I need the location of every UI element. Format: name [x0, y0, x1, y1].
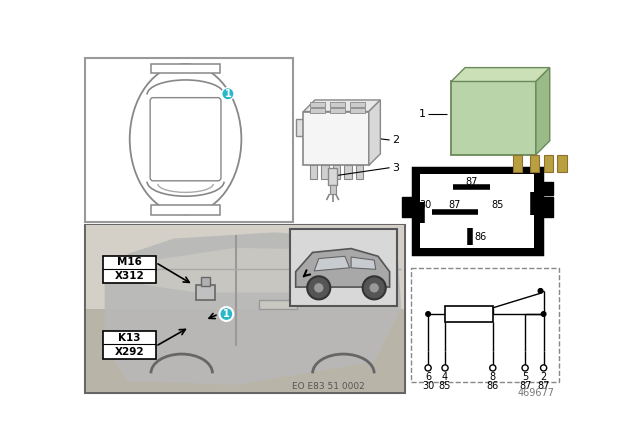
Bar [321, 165, 329, 179]
Polygon shape [536, 68, 550, 155]
Circle shape [490, 365, 496, 371]
Circle shape [314, 282, 324, 293]
Circle shape [442, 365, 448, 371]
Text: 8: 8 [490, 372, 496, 382]
Polygon shape [351, 257, 376, 269]
Bar [356, 165, 364, 179]
Bar [86, 58, 293, 222]
Bar [349, 108, 365, 113]
Bar [310, 165, 317, 179]
Polygon shape [303, 100, 380, 112]
Circle shape [363, 276, 386, 299]
Bar [328, 168, 337, 185]
Bar [330, 185, 336, 194]
Polygon shape [296, 249, 390, 287]
Bar [196, 285, 215, 300]
Circle shape [307, 276, 330, 299]
Text: 86: 86 [474, 232, 486, 242]
Bar [451, 82, 536, 155]
Bar [369, 119, 378, 136]
Polygon shape [369, 100, 380, 165]
Circle shape [522, 365, 528, 371]
Bar [330, 102, 345, 107]
Circle shape [221, 88, 234, 100]
Text: K13: K13 [118, 333, 141, 343]
Bar [303, 112, 369, 165]
Bar [201, 277, 210, 286]
Bar [86, 225, 405, 392]
Text: X292: X292 [115, 347, 144, 357]
Text: 87: 87 [449, 200, 461, 210]
Text: X312: X312 [115, 271, 144, 281]
Polygon shape [143, 248, 374, 293]
Bar [413, 168, 542, 254]
Bar [151, 64, 220, 73]
Bar [349, 102, 365, 107]
Text: 30: 30 [422, 381, 434, 392]
Circle shape [425, 365, 431, 371]
Bar [296, 119, 304, 136]
Bar [542, 181, 553, 195]
Text: 1: 1 [225, 89, 231, 99]
Polygon shape [451, 68, 550, 82]
Bar [330, 108, 345, 113]
Circle shape [369, 282, 380, 293]
Circle shape [538, 289, 543, 293]
Bar [542, 197, 553, 217]
Circle shape [541, 312, 546, 316]
Text: 1: 1 [419, 109, 426, 119]
Text: 2: 2 [540, 372, 547, 382]
Bar [103, 255, 156, 283]
Bar [333, 165, 340, 179]
Text: 3: 3 [392, 163, 399, 173]
Text: 469677: 469677 [517, 388, 554, 397]
Text: 6: 6 [425, 372, 431, 382]
FancyBboxPatch shape [150, 98, 221, 181]
Bar [289, 229, 397, 306]
Bar [259, 300, 297, 310]
Circle shape [220, 307, 234, 321]
Ellipse shape [130, 64, 241, 214]
Circle shape [426, 312, 431, 316]
Text: 87: 87 [538, 381, 550, 392]
Text: 2: 2 [392, 135, 399, 145]
Bar [513, 155, 522, 172]
Text: 1: 1 [223, 309, 230, 319]
Bar [557, 155, 566, 172]
Bar [86, 309, 404, 392]
Bar [420, 174, 534, 248]
Bar [402, 197, 413, 217]
Text: 86: 86 [486, 381, 499, 392]
Bar [445, 306, 493, 322]
Text: 30: 30 [420, 200, 432, 210]
Polygon shape [105, 233, 401, 385]
Bar [151, 206, 220, 215]
Bar [530, 155, 539, 172]
Text: 87: 87 [465, 177, 477, 186]
Bar [103, 331, 156, 359]
Text: EO E83 51 0002: EO E83 51 0002 [292, 382, 364, 391]
Circle shape [541, 365, 547, 371]
Text: 5: 5 [522, 372, 528, 382]
Text: 85: 85 [439, 381, 451, 392]
Polygon shape [314, 256, 349, 271]
Text: M16: M16 [117, 258, 142, 267]
Bar [310, 102, 325, 107]
Text: 87: 87 [519, 381, 531, 392]
Text: 85: 85 [492, 200, 504, 210]
Text: 4: 4 [442, 372, 448, 382]
Bar [86, 225, 404, 310]
Bar [344, 165, 352, 179]
Bar [310, 108, 325, 113]
Bar [543, 155, 553, 172]
Bar [411, 268, 559, 382]
